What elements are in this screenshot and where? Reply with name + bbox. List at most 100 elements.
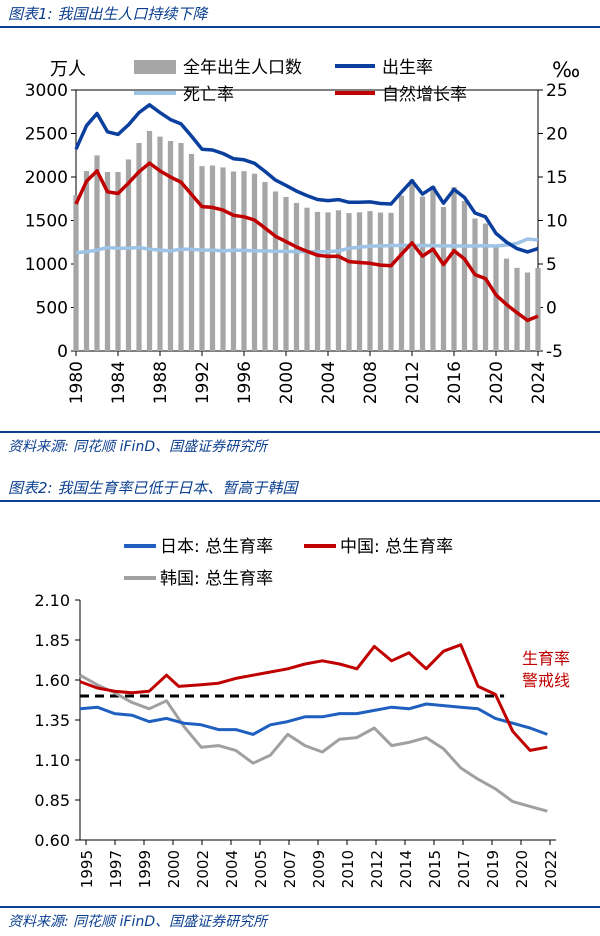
- x-tick-label: 2014: [397, 850, 415, 888]
- birth-count-bar: [73, 195, 79, 351]
- legend-japan-label: 日本: 总生育率: [160, 537, 273, 557]
- figure2-source: 资料来源: 同花顺 iFinD、国盛证券研究所: [0, 906, 600, 934]
- birth-count-bar: [293, 202, 300, 351]
- birth-count-bar: [430, 185, 436, 351]
- birth-count-bar: [283, 196, 289, 351]
- figure2-caption: 图表2: 我国生育率已低于日本、暂高于韩国: [0, 474, 600, 502]
- x-tick-label: 1997: [107, 850, 125, 888]
- x-tick-label: 2010: [339, 850, 357, 888]
- x-tick-label: 2015: [426, 850, 444, 888]
- x-tick-label: 2002: [194, 850, 212, 888]
- birth-count-bar: [409, 179, 415, 351]
- legend-natural-label: 自然增长率: [382, 85, 467, 105]
- birth-count-bar: [482, 223, 489, 351]
- x-tick-label: 2000: [277, 361, 297, 404]
- birth-count-bar: [199, 166, 205, 351]
- birth-count-bar: [472, 218, 478, 351]
- birth-count-bar: [335, 210, 342, 351]
- x-tick-label: 1984: [109, 361, 129, 404]
- x-tick-label: 2004: [223, 850, 241, 888]
- x-tick-label: 1999: [136, 850, 154, 888]
- x-tick-label: 1995: [78, 850, 96, 888]
- x-tick-label: 2012: [403, 361, 423, 404]
- y-tick-label: 0.85: [34, 791, 70, 810]
- birth-count-bar: [251, 173, 258, 351]
- y-right-tick-label: -5: [546, 342, 563, 362]
- y-left-tick-label: 2000: [25, 168, 68, 188]
- birth-count-bar: [493, 246, 499, 351]
- y-tick-label: 2.10: [34, 591, 70, 610]
- birth-count-bar: [241, 171, 247, 351]
- legend-bar-label: 全年出生人口数: [183, 58, 302, 78]
- birth-count-bar: [325, 212, 331, 351]
- y-left-tick-label: 1000: [25, 255, 68, 275]
- y-left-tick-label: 2500: [25, 125, 68, 145]
- y-left-tick-label: 1500: [25, 212, 68, 232]
- x-tick-label: 2007: [281, 850, 299, 888]
- birth-rate-line: [74, 103, 539, 254]
- y-right-tick-label: 0: [546, 299, 557, 319]
- birth-count-bar: [178, 142, 184, 351]
- x-tick-label: 2008: [361, 361, 381, 404]
- y-tick-label: 1.35: [34, 711, 70, 730]
- legend-china-label: 中国: 总生育率: [340, 537, 453, 557]
- birth-count-bar: [188, 153, 195, 351]
- x-tick-label: 2020: [487, 361, 507, 404]
- x-tick-label: 1988: [151, 361, 171, 404]
- legend-birth-label: 出生率: [382, 58, 433, 78]
- birth-count-bar: [125, 159, 132, 351]
- birth-count-bar: [346, 213, 352, 351]
- x-tick-label: 2009: [310, 850, 328, 888]
- legend-death-label: 死亡率: [183, 85, 234, 105]
- birth-count-bar: [167, 140, 174, 351]
- x-tick-label: 2005: [252, 850, 270, 888]
- birth-count-bar: [83, 170, 90, 351]
- y-right-tick-label: 25: [546, 81, 568, 101]
- legend-bar-swatch: [134, 60, 176, 74]
- birth-count-bar: [524, 272, 531, 351]
- x-tick-label: 2016: [445, 361, 465, 404]
- y-tick-label: 0.60: [34, 831, 70, 850]
- birth-count-bar: [535, 268, 541, 351]
- birth-count-bar: [272, 191, 279, 351]
- birth-count-bar: [209, 165, 216, 351]
- birth-count-bar: [220, 167, 226, 351]
- y-left-tick-label: 0: [57, 342, 68, 362]
- y-left-tick-label: 500: [36, 299, 68, 319]
- birth-count-bar: [398, 195, 405, 351]
- japan-fertility-line: [79, 702, 548, 736]
- y-right-tick-label: 20: [546, 125, 568, 145]
- birth-count-bar: [304, 207, 310, 351]
- x-tick-label: 2019: [484, 850, 502, 888]
- birth-count-bar: [262, 182, 268, 351]
- birth-count-bar: [451, 187, 457, 351]
- x-tick-label: 2017: [455, 850, 473, 888]
- y-right-tick-label: 5: [546, 255, 557, 275]
- natural-growth-rate-line: [74, 161, 539, 323]
- y-right-unit: ‰: [552, 58, 580, 82]
- birth-count-bar: [230, 171, 237, 351]
- x-tick-label: 2022: [542, 850, 560, 888]
- birth-count-bar: [377, 212, 384, 351]
- birth-count-bar: [367, 211, 373, 351]
- birth-count-bar: [104, 171, 111, 351]
- korea-fertility-line: [79, 673, 548, 813]
- y-tick-label: 1.10: [34, 751, 70, 770]
- birth-count-bar: [115, 171, 121, 351]
- y-left-unit: 万人: [50, 59, 86, 80]
- x-tick-label: 2004: [319, 361, 339, 404]
- chart1-birth-population: 0 500 1000 1500 2000 2500 3000 -5 0 5 10 15 20 25 万人 ‰ 1…: [25, 58, 580, 404]
- birth-count-bar: [440, 207, 447, 351]
- birth-count-bar: [94, 155, 100, 351]
- birth-count-bar: [146, 130, 153, 351]
- x-tick-label: 2024: [529, 361, 549, 404]
- birth-count-bar: [157, 136, 163, 351]
- x-tick-label: 2020: [513, 850, 531, 888]
- legend-korea-label: 韩国: 总生育率: [160, 569, 273, 589]
- warning-label-1: 生育率: [522, 649, 570, 668]
- warning-label-2: 警戒线: [522, 671, 570, 690]
- birth-count-bar: [314, 211, 321, 351]
- birth-count-bar: [419, 196, 426, 351]
- figure1-caption: 图表1: 我国出生人口持续下降: [0, 0, 600, 28]
